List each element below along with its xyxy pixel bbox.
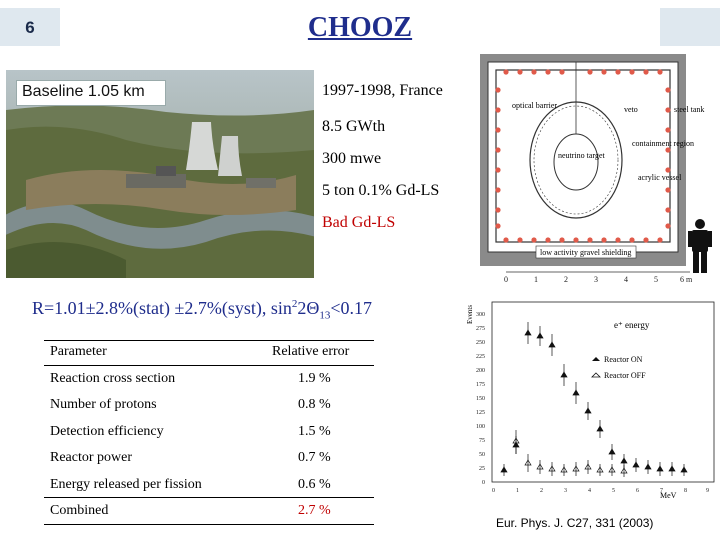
label-steel-tank: steel tank — [674, 105, 704, 114]
table-row: Energy released per fission 0.6 % — [44, 473, 374, 500]
systematics-table: Parameter Relative error Reaction cross … — [44, 340, 374, 526]
table-row: Detection efficiency 1.5 % — [44, 420, 374, 447]
row-error: 1.9 % — [298, 370, 331, 386]
scale-tick: 4 — [624, 275, 628, 284]
label-acrylic-vessel: acrylic vessel — [638, 173, 682, 182]
row-error: 0.7 % — [298, 450, 331, 465]
table-row: Reaction cross section 1.9 % — [44, 367, 374, 394]
row-parameter: Detection efficiency — [50, 423, 164, 439]
row-parameter: Reaction cross section — [50, 370, 176, 386]
x-tick: 9 — [706, 488, 709, 494]
slide-number: 6 — [25, 18, 35, 37]
row-parameter: Energy released per fission — [50, 476, 202, 492]
row-error: 0.8 % — [298, 397, 331, 412]
info-power: 8.5 GWth — [322, 118, 386, 135]
table-rule — [44, 340, 374, 341]
x-tick: 0 — [492, 488, 495, 494]
table-rule — [44, 497, 374, 498]
y-tick: 75 — [479, 438, 485, 444]
y-tick: 0 — [482, 480, 485, 486]
page-title: CHOOZ — [307, 12, 413, 43]
detector-schematic: optical barrier veto steel tank neutrino… — [466, 50, 720, 290]
slide-number-box — [0, 8, 60, 46]
label-neutrino-target: neutrino target — [558, 151, 606, 160]
y-tick: 175 — [476, 382, 485, 388]
y-tick: 225 — [476, 354, 485, 360]
person-icon — [686, 218, 714, 274]
y-tick: 100 — [476, 424, 485, 430]
x-tick: 3 — [564, 488, 567, 494]
scale-tick: 2 — [564, 275, 568, 284]
x-tick: 7 — [660, 488, 663, 494]
x-tick: 4 — [588, 488, 591, 494]
reactor-site-photo — [6, 70, 314, 278]
row-parameter: Combined — [50, 503, 109, 518]
header-relative-error: Relative error — [272, 344, 350, 359]
scale-tick: 0 — [504, 275, 508, 284]
table-row: Reactor power 0.7 % — [44, 446, 374, 473]
y-tick: 300 — [476, 312, 485, 318]
row-error: 2.7 % — [298, 503, 331, 518]
plot-xlabel: MeV — [660, 491, 677, 500]
energy-spectrum-plot: Events MeV e⁺ energy Reactor ON Reactor … — [464, 294, 720, 510]
x-tick: 6 — [636, 488, 639, 494]
table-rule — [44, 524, 374, 525]
info-depth: 300 mwe — [322, 150, 382, 167]
label-containment-region: containment region — [632, 139, 694, 148]
legend-reactor-off: Reactor OFF — [604, 371, 646, 380]
x-tick: 8 — [684, 488, 687, 494]
info-target: 5 ton 0.1% Gd-LS — [322, 182, 440, 199]
scale-tick: 6 m — [680, 275, 693, 284]
series-reactor-on — [500, 322, 688, 476]
y-tick: 250 — [476, 340, 485, 346]
info-bad-gdls: Bad Gd-LS — [322, 214, 396, 231]
table-row: Number of protons 0.8 % — [44, 393, 374, 420]
header-parameter: Parameter — [50, 344, 107, 359]
table-rule — [44, 365, 374, 366]
label-veto: veto — [624, 105, 638, 114]
scale-tick: 5 — [654, 275, 658, 284]
corner-decoration — [660, 8, 720, 46]
label-shielding: low activity gravel shielding — [540, 248, 631, 257]
info-years: 1997-1998, France — [322, 82, 443, 99]
x-tick: 1 — [516, 488, 519, 494]
row-parameter: Number of protons — [50, 397, 157, 412]
row-parameter: Reactor power — [50, 450, 133, 465]
scale-tick: 3 — [594, 275, 598, 284]
legend-reactor-on: Reactor ON — [604, 355, 643, 364]
row-error: 1.5 % — [298, 423, 331, 439]
citation: Eur. Phys. J. C27, 331 (2003) — [496, 516, 654, 530]
x-tick: 2 — [540, 488, 543, 494]
y-tick: 25 — [479, 466, 485, 472]
baseline-label: Baseline 1.05 km — [22, 83, 145, 100]
baseline-label-box — [16, 80, 166, 106]
table-row-combined: Combined 2.7 % — [44, 499, 374, 526]
y-tick: 150 — [476, 396, 485, 402]
result-summary: R=1.01±2.8%(stat) ±2.7%(syst), sin22Θ13<… — [32, 298, 373, 322]
label-optical-barrier: optical barrier — [512, 101, 557, 110]
row-error: 0.6 % — [298, 476, 331, 492]
y-tick: 200 — [476, 368, 485, 374]
plot-title: e⁺ energy — [614, 320, 650, 330]
y-tick: 275 — [476, 326, 485, 332]
y-tick: 50 — [479, 452, 485, 458]
plot-ylabel: Events — [466, 305, 474, 324]
series-reactor-off — [512, 430, 628, 477]
x-tick: 5 — [612, 488, 615, 494]
y-tick: 125 — [476, 410, 485, 416]
scale-tick: 1 — [534, 275, 538, 284]
table-header: Parameter Relative error — [44, 340, 374, 367]
